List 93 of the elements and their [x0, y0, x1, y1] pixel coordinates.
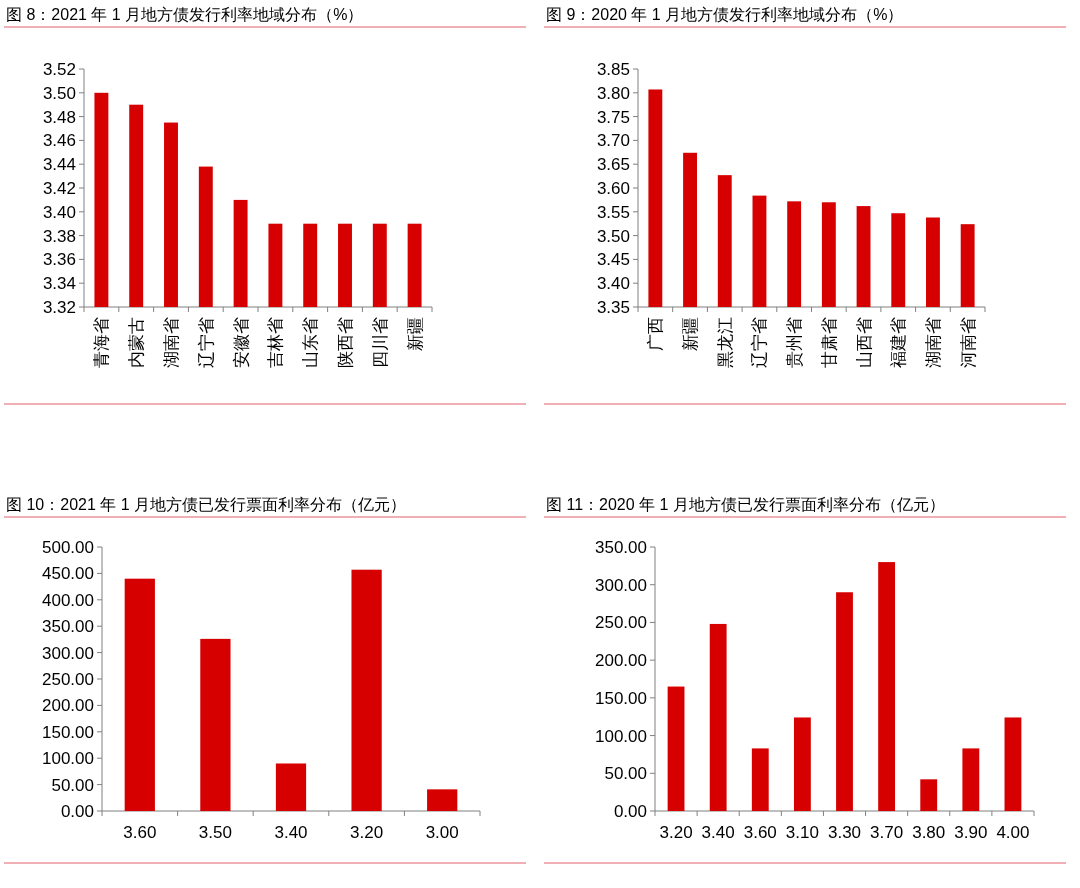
y-tick-label: 0.00	[613, 802, 647, 821]
x-tick-label: 新疆	[405, 317, 425, 351]
y-tick-label: 3.50	[596, 226, 630, 246]
chart-title: 图 8：2021 年 1 月地方债发行利率地域分布（%）	[6, 6, 364, 23]
x-tick-label: 内蒙古	[127, 317, 147, 368]
x-tick-label: 广西	[646, 317, 666, 351]
bar	[351, 569, 382, 811]
x-tick-label: 3.60	[743, 823, 777, 842]
x-tick-label: 山西省	[854, 317, 874, 368]
y-tick-label: 3.75	[596, 107, 630, 127]
x-tick-label: 4.00	[996, 823, 1030, 842]
bar	[920, 779, 938, 811]
x-tick-label: 湖南省	[923, 317, 943, 368]
bar	[836, 592, 853, 811]
x-tick-label: 3.50	[198, 823, 232, 842]
y-tick-label: 50.00	[604, 764, 647, 784]
bar	[793, 717, 811, 811]
y-tick-label: 300.00	[595, 575, 647, 595]
y-tick-label: 3.44	[42, 155, 76, 175]
x-tick-label: 安徽省	[231, 317, 251, 368]
y-tick-label: 3.55	[596, 202, 630, 222]
x-tick-label: 3.80	[912, 823, 946, 842]
chart-title: 图 9：2020 年 1 月地方债发行利率地域分布（%）	[546, 6, 904, 23]
y-tick-label: 350.00	[42, 617, 94, 637]
x-tick-label: 3.40	[701, 823, 735, 842]
y-tick-label: 3.40	[42, 202, 76, 222]
x-tick-label: 黑龙江	[715, 317, 735, 368]
y-tick-label: 3.45	[596, 250, 630, 270]
y-tick-label: 3.52	[42, 60, 76, 79]
bar	[878, 562, 896, 811]
y-tick-label: 3.85	[596, 60, 630, 79]
y-tick-label: 3.38	[42, 226, 76, 246]
y-tick-label: 3.42	[42, 179, 76, 198]
x-tick-label: 四川省	[370, 317, 390, 368]
y-tick-label: 150.00	[42, 722, 94, 742]
x-tick-label: 3.60	[123, 823, 157, 842]
x-tick-label: 湖南省	[162, 317, 181, 368]
x-tick-label: 山东省	[301, 317, 321, 368]
bar	[427, 789, 458, 811]
y-tick-label: 300.00	[42, 643, 94, 663]
y-tick-label: 400.00	[42, 590, 94, 610]
bar	[667, 686, 685, 811]
x-tick-label: 吉林省	[266, 317, 286, 368]
bar	[709, 623, 727, 811]
y-tick-label: 250.00	[595, 613, 647, 633]
y-tick-label: 200.00	[595, 651, 647, 671]
y-tick-label: 3.32	[42, 298, 76, 317]
y-tick-label: 3.34	[42, 274, 76, 294]
x-tick-label: 甘肃省	[819, 317, 839, 368]
x-tick-label: 辽宁省	[196, 317, 216, 368]
y-tick-label: 150.00	[595, 688, 647, 708]
x-tick-label: 3.30	[827, 823, 862, 842]
x-tick-label: 3.20	[659, 823, 693, 842]
bar	[751, 748, 769, 811]
y-tick-label: 100.00	[42, 749, 94, 769]
y-tick-label: 3.50	[42, 83, 76, 103]
bar	[1004, 717, 1022, 811]
y-tick-label: 500.00	[42, 538, 94, 557]
y-tick-label: 200.00	[42, 696, 94, 716]
y-tick-label: 3.80	[596, 83, 630, 103]
x-tick-label: 贵州省	[785, 317, 805, 368]
y-tick-label: 50.00	[51, 775, 94, 795]
x-tick-label: 3.90	[954, 823, 988, 842]
x-tick-label: 陕西省	[336, 317, 355, 368]
y-tick-label: 3.36	[42, 250, 76, 270]
x-tick-label: 3.70	[870, 823, 904, 842]
y-tick-label: 3.60	[596, 179, 630, 198]
y-tick-label: 3.48	[42, 107, 76, 127]
x-tick-label: 3.00	[425, 823, 459, 842]
y-tick-label: 3.35	[596, 298, 630, 317]
x-tick-label: 3.20	[350, 823, 384, 842]
y-tick-label: 100.00	[595, 726, 647, 746]
x-tick-label: 福建省	[889, 317, 909, 368]
x-tick-label: 新疆	[681, 317, 701, 351]
x-tick-label: 青海省	[92, 317, 112, 368]
chart-title: 图 10：2021 年 1 月地方债已发行票面利率分布（亿元）	[6, 496, 407, 513]
y-tick-label: 450.00	[42, 564, 94, 584]
y-tick-label: 350.00	[595, 538, 647, 557]
bar	[124, 578, 155, 811]
bar	[962, 748, 980, 811]
y-tick-label: 3.65	[596, 155, 630, 175]
y-tick-label: 3.40	[596, 274, 630, 294]
y-tick-label: 250.00	[42, 670, 94, 689]
x-tick-label: 3.40	[274, 823, 308, 842]
bar	[200, 638, 231, 811]
y-tick-label: 3.70	[596, 131, 630, 151]
x-tick-label: 3.10	[785, 823, 819, 842]
bar	[275, 763, 307, 811]
x-tick-label: 辽宁省	[750, 317, 770, 368]
y-tick-label: 3.46	[42, 131, 76, 151]
y-tick-label: 0.00	[60, 802, 94, 821]
x-tick-label: 河南省	[958, 317, 978, 368]
chart-title: 图 11：2020 年 1 月地方债已发行票面利率分布（亿元）	[546, 496, 945, 513]
